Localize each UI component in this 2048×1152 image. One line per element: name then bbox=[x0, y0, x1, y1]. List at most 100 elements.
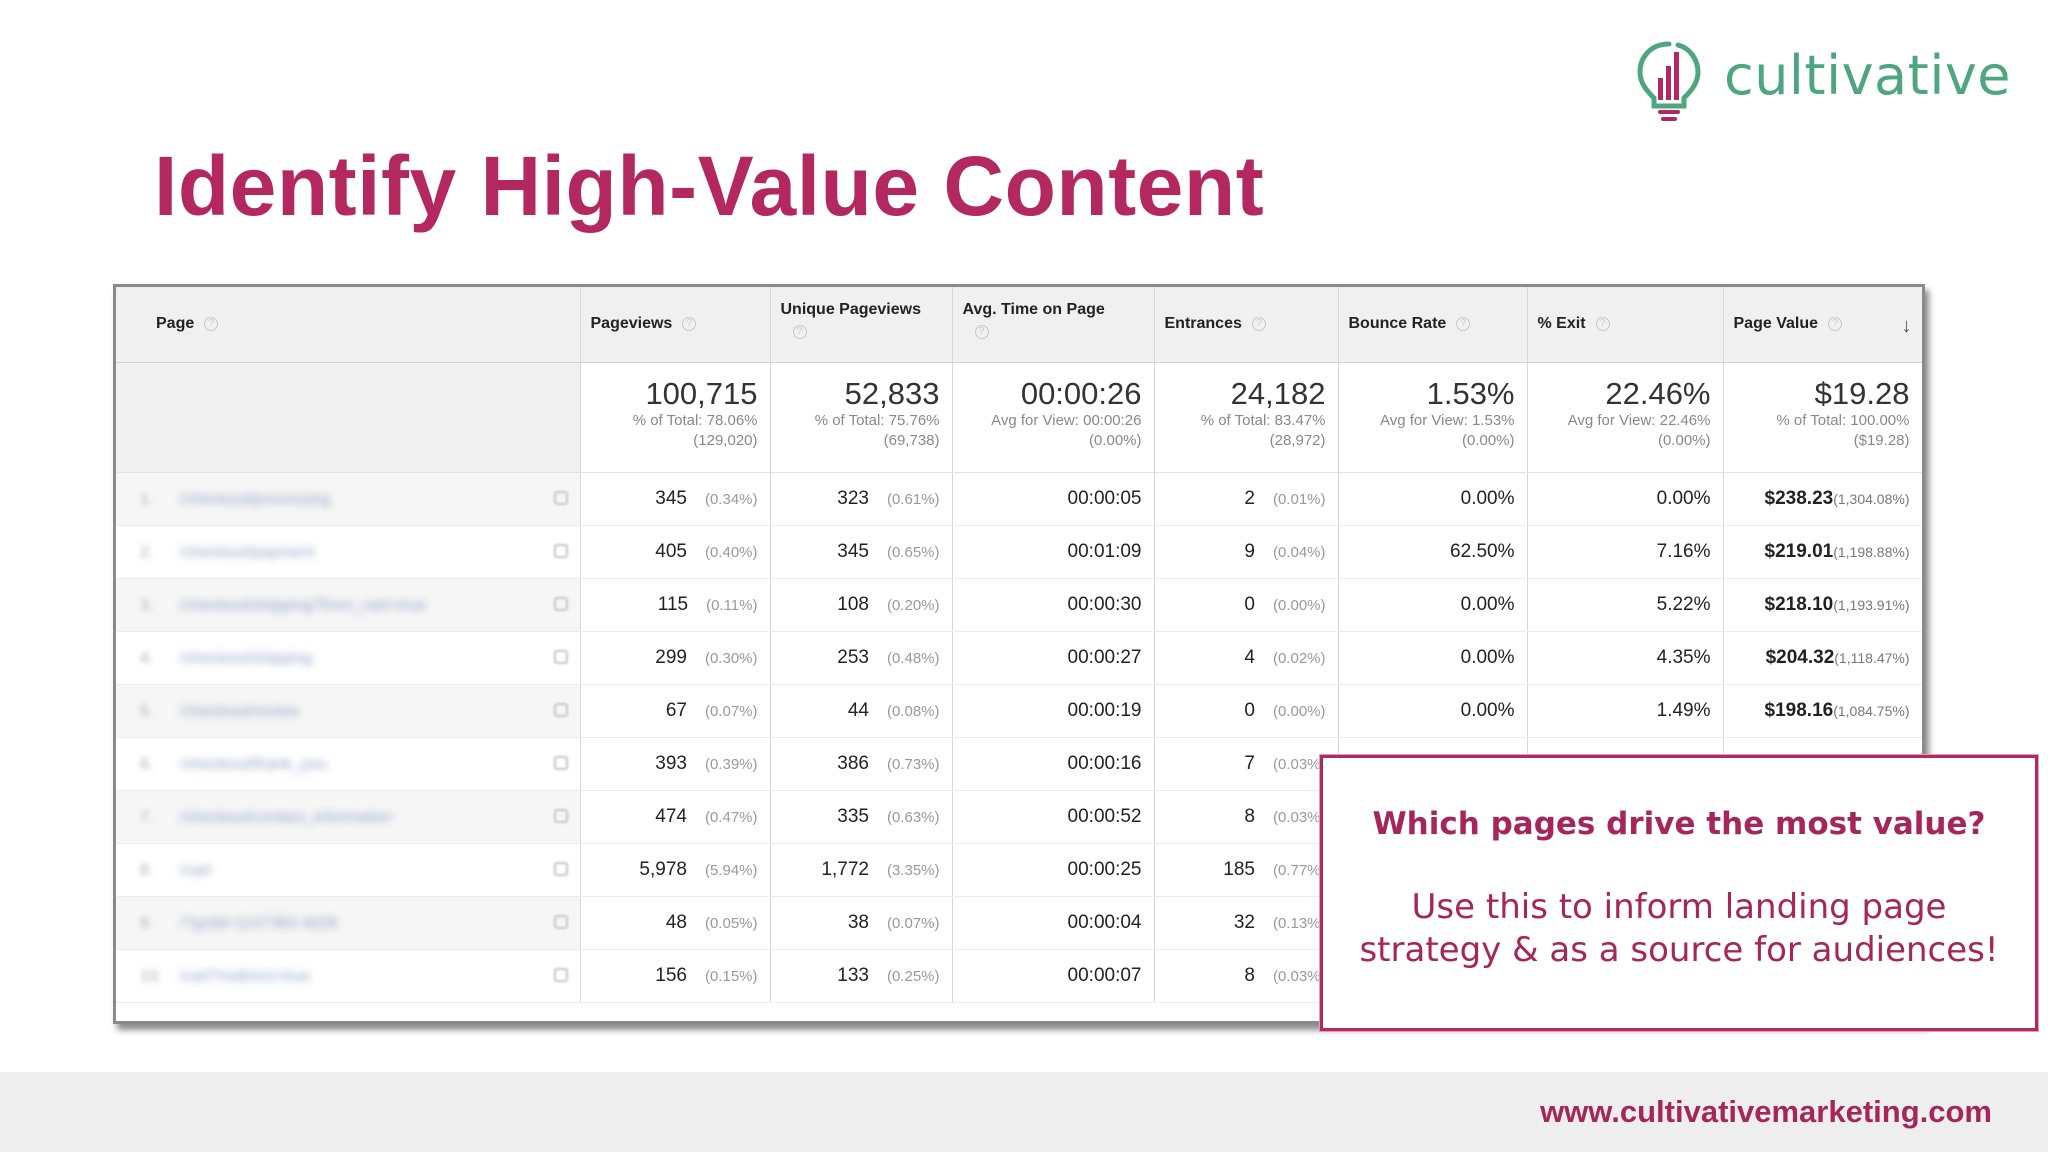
open-link-icon[interactable] bbox=[553, 808, 568, 823]
col-header-unique-pageviews[interactable]: Unique Pageviews? bbox=[770, 287, 953, 363]
help-icon[interactable]: ? bbox=[682, 317, 697, 332]
unique-pageviews-pct: (0.73%) bbox=[886, 755, 940, 773]
unique-pageviews-cell: 253 (0.48%) bbox=[770, 631, 953, 685]
unique-pageviews-pct: (0.65%) bbox=[886, 543, 940, 561]
summary-entrances: 24,182 % of Total: 83.47% (28,972) bbox=[1154, 362, 1339, 473]
avg-time-value: 00:00:07 bbox=[1067, 964, 1142, 986]
page-link[interactable]: /checkout/shipping?from_cart=true bbox=[180, 596, 426, 614]
table-body: 1. /checkout/processing 345 (0.34%) 323 (0.61… bbox=[116, 472, 1922, 1003]
page-link[interactable]: /checkout/shipping bbox=[180, 649, 313, 667]
page-link[interactable]: /checkout/review bbox=[180, 702, 300, 720]
bounce-rate-cell: 0.00% bbox=[1338, 684, 1528, 738]
entrances-cell: 0 (0.00%) bbox=[1154, 578, 1339, 632]
pageviews-cell: 393 (0.39%) bbox=[580, 737, 771, 791]
unique-pageviews-pct: (0.08%) bbox=[886, 702, 940, 720]
help-icon[interactable]: ? bbox=[1828, 317, 1842, 332]
sort-descending-icon[interactable]: ↓ bbox=[1901, 315, 1912, 337]
open-link-icon[interactable] bbox=[553, 490, 568, 505]
open-link-icon[interactable] bbox=[553, 967, 568, 982]
col-header-entrances[interactable]: Entrances? bbox=[1154, 287, 1339, 363]
col-header-avg-time[interactable]: Avg. Time on Page? bbox=[952, 287, 1155, 363]
open-link-icon[interactable] bbox=[553, 914, 568, 929]
unique-pageviews-cell: 323 (0.61%) bbox=[770, 472, 953, 526]
col-header-page[interactable]: Page? bbox=[116, 287, 581, 363]
exit-value: 1.49% bbox=[1656, 699, 1711, 721]
summary-pageviews: 100,715 % of Total: 78.06% (129,020) bbox=[580, 362, 771, 473]
bounce-rate-value: 0.00% bbox=[1460, 487, 1515, 509]
summary-sub: (28,972) bbox=[1269, 431, 1326, 449]
entrances-cell: 32 (0.13%) bbox=[1154, 896, 1339, 950]
page-value-cell: $238.23(1,304.08%) bbox=[1723, 472, 1922, 526]
avg-time-value: 00:00:16 bbox=[1067, 752, 1142, 774]
summary-page-cell bbox=[116, 362, 581, 473]
summary-sub: % of Total: 78.06% bbox=[632, 411, 758, 429]
pageviews-cell: 405 (0.40%) bbox=[580, 525, 771, 579]
table-row[interactable]: 1. /checkout/processing 345 (0.34%) 323 (0.61… bbox=[116, 472, 1922, 526]
exit-value: 7.16% bbox=[1656, 540, 1711, 562]
callout-question: Which pages drive the most value? bbox=[1372, 806, 1986, 842]
page-link[interactable]: /cart?redirect=true bbox=[180, 967, 311, 985]
page-value: $218.10 bbox=[1764, 593, 1834, 615]
help-icon[interactable]: ? bbox=[1595, 317, 1610, 332]
col-header-bounce-rate[interactable]: Bounce Rate? bbox=[1338, 287, 1528, 363]
pageviews-pct: (0.30%) bbox=[704, 649, 758, 667]
page-link[interactable]: /cart bbox=[180, 861, 212, 879]
bounce-rate-cell: 0.00% bbox=[1338, 631, 1528, 685]
table-row[interactable]: 4. /checkout/shipping 299 (0.30%) 253 (0.48%)… bbox=[116, 631, 1922, 685]
col-header-pageviews[interactable]: Pageviews? bbox=[580, 287, 771, 363]
summary-value: 24,182 bbox=[1230, 375, 1326, 411]
pageviews-value: 474 bbox=[655, 805, 687, 827]
help-icon[interactable]: ? bbox=[204, 317, 219, 332]
open-link-icon[interactable] bbox=[553, 649, 568, 664]
pageviews-value: 393 bbox=[655, 752, 687, 774]
pageviews-cell: 67 (0.07%) bbox=[580, 684, 771, 738]
open-link-icon[interactable] bbox=[553, 861, 568, 876]
page-link[interactable]: /checkout/processing bbox=[180, 490, 331, 508]
col-header-exit[interactable]: % Exit? bbox=[1527, 287, 1724, 363]
entrances-cell: 0 (0.00%) bbox=[1154, 684, 1339, 738]
pageviews-pct: (0.11%) bbox=[706, 596, 758, 614]
summary-sub: (0.00%) bbox=[1461, 431, 1515, 449]
pageviews-cell: 115 (0.11%) bbox=[580, 578, 771, 632]
help-icon[interactable]: ? bbox=[1251, 317, 1266, 332]
entrances-value: 32 bbox=[1233, 911, 1255, 933]
page-cell: 10. /cart?redirect=true bbox=[116, 949, 581, 1003]
open-link-icon[interactable] bbox=[553, 755, 568, 770]
page-cell: 4. /checkout/shipping bbox=[116, 631, 581, 685]
bounce-rate-cell: 0.00% bbox=[1338, 578, 1528, 632]
pageviews-value: 156 bbox=[655, 964, 687, 986]
open-link-icon[interactable] bbox=[553, 596, 568, 611]
help-icon[interactable]: ? bbox=[1456, 317, 1471, 332]
col-header-label: Avg. Time on Page bbox=[962, 301, 1105, 318]
table-row[interactable]: 7. /checkout/contact_information 474 (0.47%… bbox=[116, 790, 1922, 844]
logo-text: cultivative bbox=[1724, 44, 2011, 107]
page-link[interactable]: /checkout/payment bbox=[180, 543, 315, 561]
entrances-value: 185 bbox=[1223, 858, 1255, 880]
help-icon[interactable]: ? bbox=[792, 325, 807, 339]
unique-pageviews-cell: 44 (0.08%) bbox=[770, 684, 953, 738]
entrances-pct: (0.13%) bbox=[1272, 914, 1326, 932]
avg-time-value: 00:00:52 bbox=[1067, 805, 1142, 827]
summary-sub: % of Total: 75.76% bbox=[814, 411, 940, 429]
open-link-icon[interactable] bbox=[553, 702, 568, 717]
unique-pageviews-value: 108 bbox=[837, 593, 869, 615]
entrances-pct: (0.03%) bbox=[1272, 808, 1326, 826]
unique-pageviews-value: 44 bbox=[847, 699, 869, 721]
page-value-cell: $198.16(1,084.75%) bbox=[1723, 684, 1922, 738]
unique-pageviews-cell: 108 (0.20%) bbox=[770, 578, 953, 632]
table-row[interactable]: 2. /checkout/payment 405 (0.40%) 345 (0.65%) 0… bbox=[116, 525, 1922, 579]
entrances-value: 8 bbox=[1244, 964, 1255, 986]
open-link-icon[interactable] bbox=[553, 543, 568, 558]
page-link[interactable]: /?gclid=1147383-4028 bbox=[180, 914, 338, 932]
table-row[interactable]: 3. /checkout/shipping?from_cart=true 115 (0… bbox=[116, 578, 1922, 632]
pageviews-pct: (0.39%) bbox=[704, 755, 758, 773]
page-value: $238.23 bbox=[1764, 487, 1834, 509]
page-link[interactable]: /checkout/contact_information bbox=[180, 808, 393, 826]
page-link[interactable]: /checkout/thank_you bbox=[180, 755, 327, 773]
help-icon[interactable]: ? bbox=[974, 325, 989, 339]
table-row[interactable]: 5. /checkout/review 67 (0.07%) 44 (0.08%) 00:0… bbox=[116, 684, 1922, 738]
bounce-rate-cell: 0.00% bbox=[1338, 472, 1528, 526]
row-number: 4. bbox=[140, 649, 154, 667]
exit-value: 0.00% bbox=[1656, 487, 1711, 509]
col-header-page-value[interactable]: Page Value? ↓ bbox=[1723, 287, 1922, 363]
